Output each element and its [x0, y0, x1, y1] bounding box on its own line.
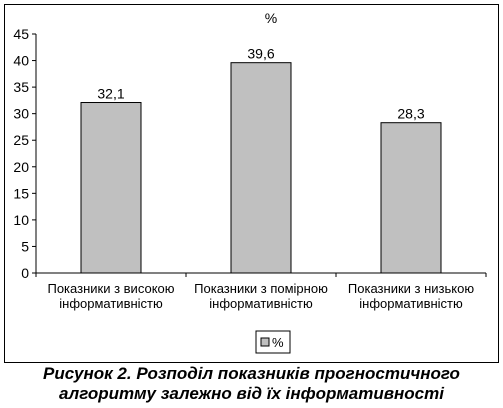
legend-box [255, 330, 291, 354]
bar-data-label: 32,1 [97, 86, 124, 102]
legend-label: % [272, 335, 284, 350]
x-category-label: Показники з низькою інформативністю [348, 281, 474, 311]
caption-line-1: Рисунок 2. Розподіл показників прогности… [43, 364, 460, 383]
bar-chart: % 0 5 10 15 20 25 30 35 40 45 32,1 Показники з висок… [13, 10, 487, 354]
y-tick-label: 45 [13, 26, 29, 42]
y-tick-label: 35 [13, 79, 29, 95]
y-tick-label: 0 [21, 265, 29, 281]
bar [80, 102, 142, 274]
y-tick-label: 20 [13, 159, 29, 175]
x-category-label: Показники з помірною інформативністю [194, 281, 328, 311]
figure-caption: Рисунок 2. Розподіл показників прогности… [0, 364, 503, 404]
y-tick-label: 5 [21, 238, 29, 254]
x-category-label: Показники з високою інформативністю [47, 281, 174, 311]
caption-line-2: алгоритму залежно від їх інформативності [59, 384, 444, 403]
chart-title: % [265, 10, 277, 26]
y-tick-label: 15 [13, 185, 29, 201]
y-tick-label: 40 [13, 53, 29, 69]
legend-swatch [260, 337, 270, 347]
bar [380, 122, 442, 274]
chart-frame: % 0 5 10 15 20 25 30 35 40 45 32,1 Показники з висок… [4, 4, 499, 363]
bar [230, 62, 292, 274]
y-tick-label: 30 [13, 106, 29, 122]
y-tick-label: 25 [13, 132, 29, 148]
bar-data-label: 28,3 [397, 106, 424, 122]
bar-data-label: 39,6 [247, 46, 274, 62]
y-tick-label: 10 [13, 212, 29, 228]
